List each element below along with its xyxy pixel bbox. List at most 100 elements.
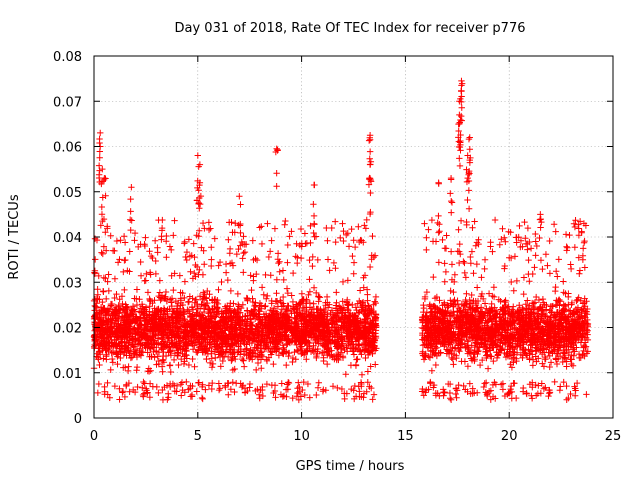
data-point xyxy=(166,243,174,250)
data-point xyxy=(469,224,476,231)
data-point xyxy=(571,244,579,251)
data-point xyxy=(208,262,215,270)
data-point xyxy=(109,247,117,254)
data-point xyxy=(155,389,162,397)
data-point xyxy=(285,379,293,387)
data-point xyxy=(239,255,246,262)
data-point xyxy=(303,356,310,363)
data-point xyxy=(105,287,113,295)
data-point xyxy=(358,371,366,378)
data-point xyxy=(281,221,288,228)
data-point xyxy=(560,378,567,386)
data-point xyxy=(170,232,177,239)
data-point xyxy=(562,231,570,238)
data-point xyxy=(205,219,213,226)
data-point xyxy=(276,258,283,265)
data-point xyxy=(546,237,553,245)
data-point xyxy=(534,390,542,397)
data-point xyxy=(525,256,532,264)
data-point xyxy=(258,284,266,291)
data-point xyxy=(151,354,158,361)
data-point xyxy=(181,278,189,285)
data-point xyxy=(513,277,521,285)
data-point xyxy=(114,360,121,368)
data-point xyxy=(156,277,164,284)
data-point xyxy=(546,363,553,371)
data-point xyxy=(354,355,361,363)
data-point xyxy=(121,239,129,246)
data-point xyxy=(153,383,160,391)
data-point xyxy=(284,241,291,249)
data-point xyxy=(146,394,154,401)
data-point xyxy=(334,384,341,392)
data-point xyxy=(355,341,363,348)
data-point xyxy=(447,396,455,403)
data-point xyxy=(292,356,299,363)
data-point xyxy=(284,289,292,297)
data-point xyxy=(332,265,339,272)
data-point xyxy=(208,355,216,362)
data-point xyxy=(306,276,313,283)
data-point xyxy=(265,253,273,261)
data-point xyxy=(97,222,105,229)
data-point xyxy=(262,302,269,310)
data-point xyxy=(218,278,225,286)
data-point xyxy=(450,361,457,368)
data-point xyxy=(107,232,114,240)
data-point xyxy=(524,246,531,253)
data-point xyxy=(215,262,222,269)
data-point xyxy=(199,381,206,388)
data-point xyxy=(350,387,357,394)
data-point xyxy=(550,221,558,228)
data-point xyxy=(249,237,256,244)
data-point xyxy=(467,253,474,261)
data-point xyxy=(183,248,191,256)
data-point xyxy=(111,275,119,282)
data-point xyxy=(258,365,265,372)
data-point xyxy=(106,394,113,401)
data-point xyxy=(358,351,365,358)
data-point xyxy=(94,389,102,397)
data-point xyxy=(189,355,196,363)
data-point xyxy=(171,217,178,224)
data-point xyxy=(248,286,255,294)
data-point xyxy=(294,259,301,267)
data-point xyxy=(240,363,248,370)
data-point xyxy=(309,253,316,261)
data-point xyxy=(263,295,270,302)
data-point xyxy=(460,258,467,265)
data-point xyxy=(185,236,193,243)
data-point xyxy=(191,269,198,277)
data-point xyxy=(520,290,527,298)
data-point xyxy=(202,386,209,393)
data-point xyxy=(345,243,353,250)
data-point xyxy=(152,257,159,265)
data-point xyxy=(142,234,149,241)
data-point xyxy=(516,222,523,230)
data-point xyxy=(297,225,305,233)
data-point xyxy=(351,243,359,251)
data-point xyxy=(154,353,161,360)
data-point xyxy=(258,223,265,230)
data-point xyxy=(157,296,164,304)
data-point xyxy=(471,389,478,397)
data-point xyxy=(183,378,190,386)
data-point xyxy=(116,385,123,392)
data-point xyxy=(207,225,214,232)
data-point xyxy=(170,356,178,364)
data-point xyxy=(293,240,300,247)
data-point xyxy=(214,300,222,308)
data-point xyxy=(274,250,282,257)
data-point xyxy=(103,295,110,303)
data-point xyxy=(313,391,320,399)
data-point xyxy=(527,245,535,252)
data-point xyxy=(95,380,103,388)
data-point xyxy=(114,259,122,266)
data-point xyxy=(178,379,186,386)
data-point xyxy=(124,367,132,375)
data-point xyxy=(481,265,488,273)
data-point xyxy=(440,389,447,396)
data-point xyxy=(350,351,358,358)
data-point xyxy=(137,258,144,266)
data-point xyxy=(146,380,154,387)
